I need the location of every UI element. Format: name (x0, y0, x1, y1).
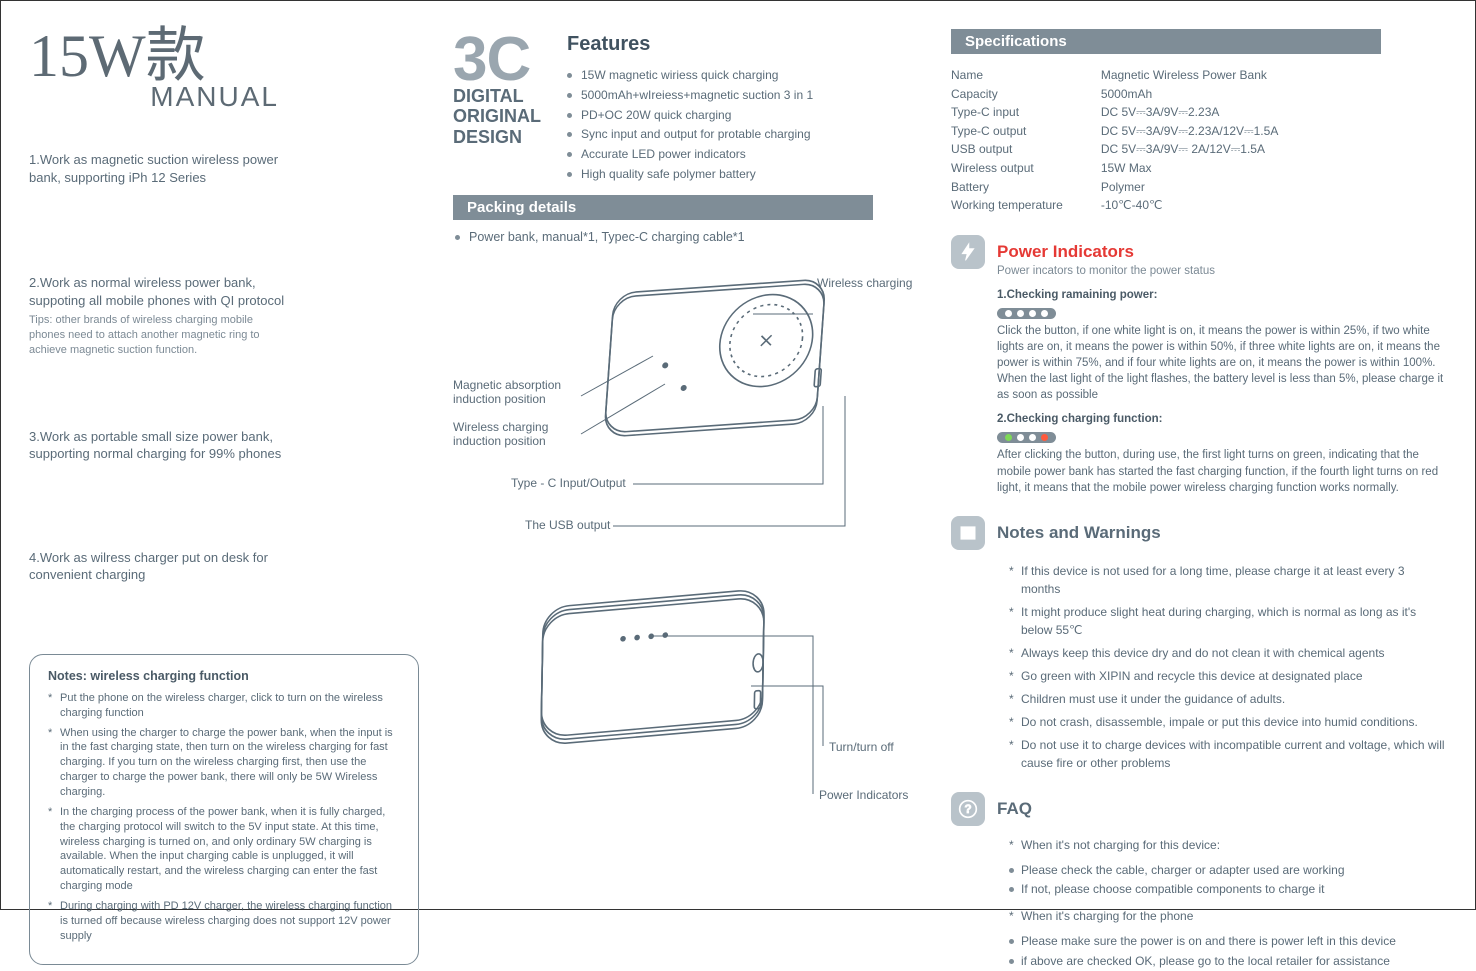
lb2-tip: Tips: other brands of wireless charging … (29, 313, 289, 358)
lbl-mag-pos: Magnetic absorption induction position (453, 378, 583, 406)
lbl-usb: The USB output (525, 518, 610, 532)
packing-item: Power bank, manual*1, Typec-C charging c… (453, 230, 911, 244)
notes-list: Put the phone on the wireless charger, c… (48, 691, 400, 944)
warn-item: Children must use it under the guidance … (1009, 690, 1445, 708)
faq-row: ? FAQ (951, 792, 1445, 826)
spec-val: Polymer (1101, 178, 1279, 197)
faq-a3: Please make sure the power is on and the… (1009, 932, 1445, 951)
spec-key: Type-C input (951, 103, 1063, 122)
spec-key: Name (951, 66, 1063, 85)
pi-text1: Click the button, if one white light is … (997, 323, 1445, 403)
note-item: During charging with PD 12V charger, the… (48, 899, 400, 944)
spec-key: Wireless output (951, 159, 1063, 178)
bolt-icon (951, 235, 985, 269)
feature-item: 15W magnetic wiriess quick charging (567, 66, 813, 86)
question-icon: ? (951, 792, 985, 826)
spec-val: -10℃-40℃ (1101, 196, 1279, 215)
spec-key: Working temperature (951, 196, 1063, 215)
note-item: Put the phone on the wireless charger, c… (48, 691, 400, 721)
feature-item: PD+OC 20W quick charging (567, 106, 813, 126)
lbl-indicators: Power Indicators (819, 788, 908, 802)
dod-2: ORIGINAL (453, 107, 541, 126)
spec-key: Battery (951, 178, 1063, 197)
logo-3c: 3C (453, 35, 541, 85)
spec-key: USB output (951, 140, 1063, 159)
warn-item: Always keep this device dry and do not c… (1009, 644, 1445, 662)
svg-text:?: ? (964, 803, 971, 816)
faq-block: When it's not charging for this device: … (1009, 836, 1445, 971)
mid-top-row: 3C DIGITAL ORIGINAL DESIGN Features 15W … (453, 35, 911, 185)
notes-title: Notes: wireless charging function (48, 669, 400, 683)
feature-item: 5000mAh+wIreiess+magnetic suction 3 in 1 (567, 86, 813, 106)
warn-item: Go green with XIPIN and recycle this dev… (1009, 667, 1445, 685)
book-icon (951, 516, 985, 550)
warn-item: If this device is not used for a long ti… (1009, 562, 1445, 598)
lb2-text: 2.Work as normal wireless power bank, su… (29, 274, 289, 309)
pi-sub: Power incators to monitor the power stat… (997, 265, 1445, 277)
features-list: 15W magnetic wiriess quick charging 5000… (567, 66, 813, 185)
pi-step1: 1.Checking ramaining power: (997, 287, 1445, 303)
right-column: Specifications Name Capacity Type-C inpu… (941, 1, 1475, 909)
faq-q2: When it's charging for the phone (1009, 907, 1445, 926)
notes-warnings-row: Notes and Warnings (951, 516, 1445, 550)
spec-vals: Magnetic Wireless Power Bank 5000mAh DC … (1101, 66, 1279, 215)
feature-item: Sync input and output for protable charg… (567, 125, 813, 145)
features-block: Features 15W magnetic wiriess quick char… (567, 35, 813, 185)
callout-lines (453, 246, 911, 816)
dod-3: DESIGN (453, 128, 541, 147)
left-block-1: 1.Work as magnetic suction wireless powe… (29, 151, 289, 186)
pi-step2: 2.Checking charging function: (997, 411, 1445, 427)
spec-val: DC 5V⎓3A/9V⎓ 2A/12V⎓1.5A (1101, 140, 1279, 159)
left-block-2: 2.Work as normal wireless power bank, su… (29, 274, 289, 358)
warn-item: Do not use it to charge devices with inc… (1009, 736, 1445, 772)
spec-val: Magnetic Wireless Power Bank (1101, 66, 1279, 85)
led-indicator-white (997, 308, 1056, 319)
title-15w: 15W款 (29, 29, 419, 83)
spec-table: Name Capacity Type-C input Type-C output… (951, 66, 1445, 215)
spec-val: DC 5V⎓3A/9V⎓2.23A/12V⎓1.5A (1101, 122, 1279, 141)
spec-key: Capacity (951, 85, 1063, 104)
features-heading: Features (567, 33, 813, 56)
faq-q1: When it's not charging for this device: (1009, 836, 1445, 855)
manual-page: 15W款 MANUAL 1.Work as magnetic suction w… (0, 0, 1476, 910)
spec-val: 15W Max (1101, 159, 1279, 178)
faq-a4: if above are checked OK, please go to th… (1009, 952, 1445, 971)
pi-text2: After clicking the button, during use, t… (997, 447, 1445, 495)
pi-heading: Power Indicators (997, 242, 1134, 262)
lbl-wc-pos: Wireless charging induction position (453, 420, 583, 448)
lbl-turn: Turn/turn off (829, 740, 894, 754)
left-block-4: 4.Work as wilress charger put on desk fo… (29, 549, 289, 584)
power-indicators-row: Power Indicators (951, 235, 1445, 269)
feature-item: Accurate LED power indicators (567, 145, 813, 165)
spec-key: Type-C output (951, 122, 1063, 141)
faq-a1: Please check the cable, charger or adapt… (1009, 861, 1445, 880)
note-item: In the charging process of the power ban… (48, 805, 400, 894)
middle-column: 3C DIGITAL ORIGINAL DESIGN Features 15W … (441, 1, 941, 909)
feature-item: High quality safe polymer battery (567, 165, 813, 185)
warn-item: Do not crash, disassemble, impale or put… (1009, 713, 1445, 731)
spec-val: DC 5V⎓3A/9V⎓2.23A (1101, 103, 1279, 122)
faq-heading: FAQ (997, 799, 1032, 819)
lbl-typec: Type - C Input/Output (511, 476, 626, 490)
notes-box: Notes: wireless charging function Put th… (29, 654, 419, 966)
left-block-3: 3.Work as portable small size power bank… (29, 428, 289, 463)
left-column: 15W款 MANUAL 1.Work as magnetic suction w… (1, 1, 441, 909)
title-main: 15W款 (29, 23, 206, 89)
spec-keys: Name Capacity Type-C input Type-C output… (951, 66, 1063, 215)
lbl-wireless-charging: Wireless charging (817, 276, 912, 290)
diagram-zone: Wireless charging Magnetic absorption in… (453, 246, 911, 816)
spec-val: 5000mAh (1101, 85, 1279, 104)
led-indicator-gr (997, 432, 1056, 443)
nw-heading: Notes and Warnings (997, 523, 1161, 543)
warn-item: It might produce slight heat during char… (1009, 603, 1445, 639)
pi-block: 1.Checking ramaining power: Click the bu… (997, 287, 1445, 496)
warnings-list: If this device is not used for a long ti… (1009, 562, 1445, 772)
faq-a2: If not, please choose compatible compone… (1009, 880, 1445, 899)
packing-header: Packing details (453, 195, 873, 220)
spec-header: Specifications (951, 29, 1381, 54)
note-item: When using the charger to charge the pow… (48, 726, 400, 800)
logo-3c-block: 3C DIGITAL ORIGINAL DESIGN (453, 35, 541, 185)
